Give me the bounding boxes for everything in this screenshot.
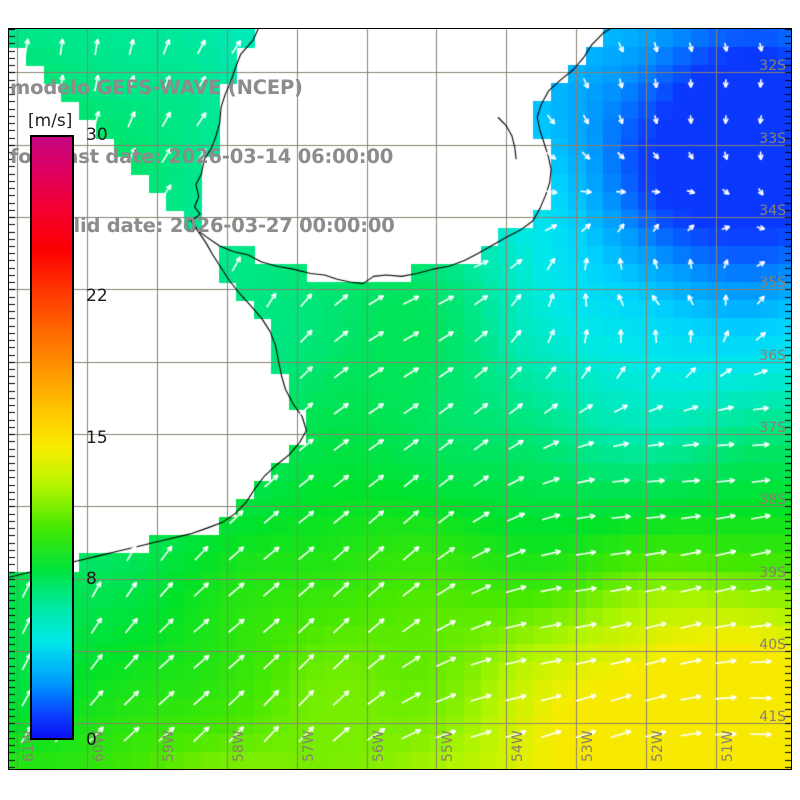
colorbar-tick-30: 30 <box>86 125 108 145</box>
map-plot-area[interactable] <box>8 28 792 770</box>
colorbar-tick-0: 0 <box>86 730 97 750</box>
wind-direction-arrows <box>9 29 791 769</box>
axis-ticks-bottom <box>9 760 791 769</box>
colorbar-tick-15: 15 <box>86 427 108 448</box>
colorbar-gradient <box>30 135 74 740</box>
axis-ticks-top <box>9 29 791 38</box>
colorbar-tick-22: 22 <box>86 286 108 307</box>
colorbar-tick-8: 8 <box>86 568 97 589</box>
axis-ticks-right <box>782 29 791 769</box>
axis-ticks-left <box>9 29 18 769</box>
colorbar-units-label: [m/s] <box>28 111 73 131</box>
